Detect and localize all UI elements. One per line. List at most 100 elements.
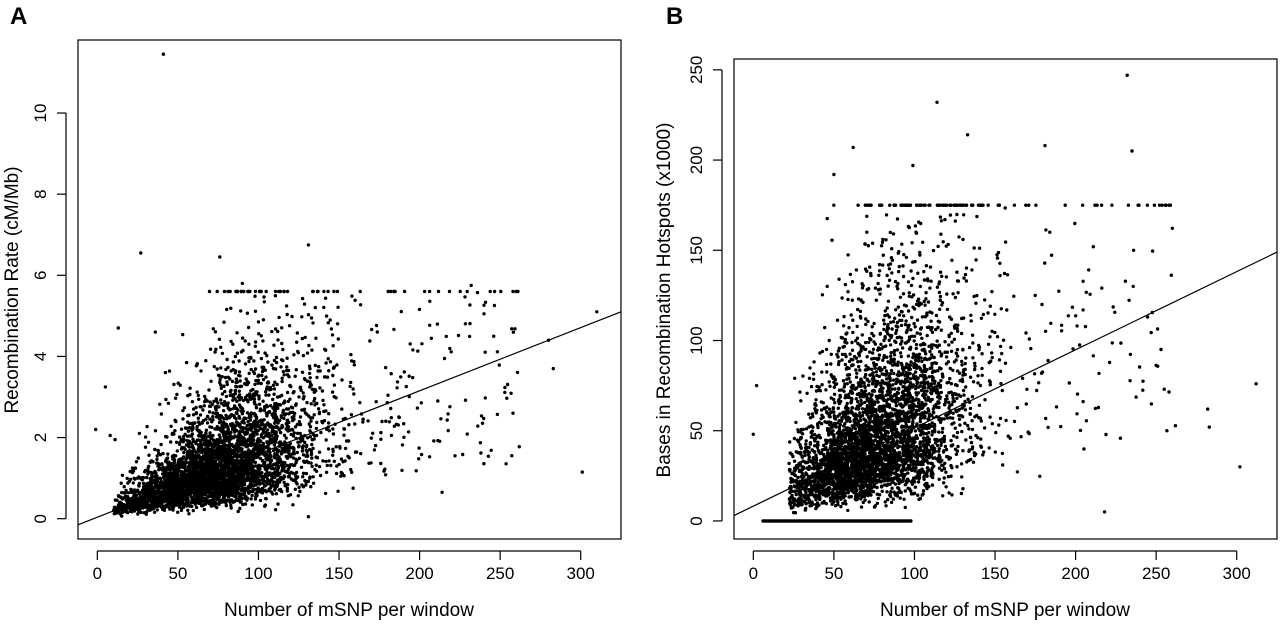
data-point xyxy=(253,294,257,298)
data-point xyxy=(253,367,258,371)
data-point xyxy=(987,446,991,450)
data-point xyxy=(253,382,257,387)
data-point xyxy=(305,400,309,405)
data-point xyxy=(305,351,310,355)
data-point xyxy=(307,422,311,426)
data-point xyxy=(235,289,239,294)
data-point xyxy=(323,375,327,379)
data-point xyxy=(227,474,232,478)
data-point xyxy=(229,503,233,508)
data-point xyxy=(856,307,860,312)
data-point xyxy=(242,430,246,435)
data-point xyxy=(310,348,314,352)
data-point xyxy=(262,408,267,413)
data-point xyxy=(353,450,358,454)
data-point xyxy=(266,381,271,385)
data-point xyxy=(331,453,335,457)
data-point xyxy=(200,438,204,442)
data-point xyxy=(510,454,514,458)
data-point xyxy=(243,339,247,343)
data-point xyxy=(246,478,250,482)
data-point xyxy=(269,437,274,441)
data-point xyxy=(234,411,239,415)
data-point xyxy=(267,393,271,397)
data-point xyxy=(263,434,268,438)
data-point xyxy=(203,394,207,399)
data-point xyxy=(231,398,235,402)
data-point xyxy=(179,437,184,442)
data-point xyxy=(353,422,357,426)
data-point xyxy=(208,431,212,435)
y-tick-label: 50 xyxy=(687,421,706,440)
data-point xyxy=(300,336,304,341)
data-point xyxy=(203,462,208,466)
data-point xyxy=(134,489,139,493)
data-point xyxy=(184,461,188,465)
data-point xyxy=(198,430,202,435)
data-point xyxy=(219,386,223,390)
data-point xyxy=(164,434,168,439)
data-point xyxy=(476,424,480,428)
data-point xyxy=(482,462,486,466)
data-point xyxy=(243,362,248,366)
data-point xyxy=(158,495,162,499)
data-point xyxy=(182,450,186,455)
data-point xyxy=(235,331,239,335)
data-point xyxy=(236,438,240,442)
data-point xyxy=(264,497,268,501)
data-point xyxy=(368,339,372,343)
data-point xyxy=(960,363,964,367)
data-point xyxy=(156,483,160,488)
data-point xyxy=(247,342,251,346)
data-point xyxy=(329,327,334,331)
data-point xyxy=(297,456,302,460)
data-point xyxy=(305,436,310,440)
data-point xyxy=(938,294,943,299)
data-point xyxy=(272,358,277,363)
data-point xyxy=(1165,429,1169,433)
data-point xyxy=(308,376,312,380)
data-point xyxy=(229,339,233,344)
data-point xyxy=(297,485,301,490)
data-point xyxy=(261,377,266,382)
data-point xyxy=(276,502,280,506)
data-point xyxy=(279,426,284,430)
data-point xyxy=(296,440,300,444)
data-point xyxy=(207,289,212,294)
data-point xyxy=(349,413,354,417)
y-tick-label: 0 xyxy=(31,514,50,523)
data-point xyxy=(152,501,157,505)
data-point xyxy=(850,280,855,284)
data-point xyxy=(288,446,292,450)
data-point xyxy=(190,400,195,404)
data-point xyxy=(108,433,112,438)
data-point xyxy=(260,373,264,378)
data-point xyxy=(230,484,234,488)
data-point xyxy=(295,331,299,335)
data-point xyxy=(238,500,242,504)
data-point xyxy=(419,401,423,405)
data-point xyxy=(222,439,226,443)
data-point xyxy=(309,316,314,320)
data-point xyxy=(827,338,831,343)
data-point xyxy=(463,295,467,299)
data-point xyxy=(228,377,232,381)
data-point xyxy=(432,439,436,443)
data-point xyxy=(305,443,309,448)
data-point xyxy=(233,490,238,494)
panel-a-x-axis: 0 50 100 150 200 250 300 xyxy=(93,550,595,583)
data-point xyxy=(207,388,211,392)
data-point xyxy=(188,504,192,508)
data-point xyxy=(141,491,145,496)
data-point xyxy=(251,472,255,476)
data-point xyxy=(197,422,202,426)
data-point xyxy=(973,367,977,372)
data-point xyxy=(896,305,900,309)
data-point xyxy=(551,366,555,371)
data-point xyxy=(379,461,383,466)
data-point xyxy=(314,426,319,431)
data-point xyxy=(228,390,233,394)
data-point xyxy=(293,487,297,491)
data-point xyxy=(197,397,201,401)
data-point xyxy=(183,447,187,451)
